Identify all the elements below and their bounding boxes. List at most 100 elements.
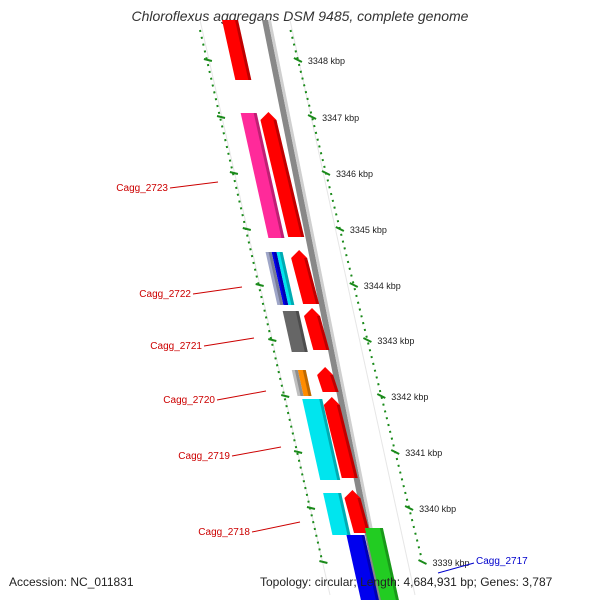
gene-label: Cagg_2722 (139, 289, 191, 300)
cat-cyan-2718-shade (338, 493, 351, 535)
topology-value: circular; (314, 575, 357, 589)
cat-gray-2721-shade (295, 311, 308, 352)
cds-arrow-2720-shade (330, 375, 339, 392)
tick-mark-left (216, 115, 226, 119)
tick-mark (418, 559, 427, 565)
topology-info: Topology: circular; Length: 4,684,931 bp… (260, 575, 552, 589)
gene-leader-line (231, 446, 282, 457)
tick-mark (376, 393, 386, 399)
tick-label: 3342 kbp (391, 392, 428, 402)
backbone (262, 20, 387, 600)
cds-arrow-2719-shade (336, 405, 358, 478)
cat-blue-2722-shade (273, 252, 289, 305)
tick-mark-left (255, 283, 264, 287)
length-value: 4,684,931 bp; (403, 575, 477, 589)
tick-label: 3345 kbp (350, 225, 387, 235)
tick-mark (390, 449, 400, 455)
gene-label: Cagg_2719 (178, 451, 230, 462)
cat-tan-2720-shade (294, 370, 304, 396)
tick-mark-left (229, 171, 239, 175)
ring-outlines (199, 19, 416, 596)
tick-label: 3340 kbp (419, 504, 456, 514)
topology-label: Topology: (260, 575, 312, 589)
cds-arrow-2720 (317, 367, 339, 392)
genes-label: Genes: (480, 575, 519, 589)
cat-cyan-2719 (302, 399, 341, 480)
accession-info: Accession: NC_011831 (9, 575, 134, 589)
accession-label: Accession: (9, 575, 68, 589)
tick-mark-left (293, 450, 303, 454)
cat-green-2717 (364, 528, 399, 600)
tick-mark (321, 170, 331, 176)
tick-label: 3339 kbp (432, 558, 469, 568)
backbone-bar (262, 20, 384, 600)
map-title: Chloroflexus aggregans DSM 9485, complet… (131, 8, 469, 24)
cds-arrow-2718-shade (357, 498, 370, 533)
gene-leader-line (216, 390, 267, 401)
tick-mark (362, 337, 372, 343)
cds-arrow-2723-shade (273, 120, 305, 237)
tick-mark (307, 114, 317, 120)
tick-mark-left (319, 560, 328, 564)
gene-leader-line (251, 521, 301, 533)
gene-labels: Cagg_2723 Cagg_2722 Cagg_2721 Cagg_2720 Cagg… (116, 181, 528, 574)
cat-gray-2721 (282, 311, 308, 352)
right-dotted-guide (289, 29, 423, 561)
cat-cyan-2722 (276, 252, 295, 305)
cat-magenta-2723-shade (253, 113, 285, 238)
tick-mark-left (280, 394, 290, 398)
tick-label: 3343 kbp (377, 336, 414, 346)
tick-dots (199, 29, 423, 561)
cat-blue-2717-shade (361, 535, 379, 600)
cat-cyan-2719-shade (319, 399, 341, 480)
tick-label: 3347 kbp (322, 113, 359, 123)
cds-arrow-2722-shade (304, 258, 320, 304)
cds-top-shade (235, 20, 252, 80)
cat-gray-2722-shade (268, 252, 284, 305)
gene-leader-line (437, 562, 475, 574)
tick-label: 3348 kbp (308, 56, 345, 66)
gene-leader-line (203, 337, 255, 347)
cat-orange-2720 (297, 370, 312, 396)
cds-arrow-2719 (323, 397, 358, 478)
tick-mark-left (242, 227, 252, 231)
genes-value: 3,787 (522, 575, 553, 589)
cat-tan-2720 (291, 370, 304, 396)
tick-mark (349, 282, 359, 288)
gene-label: Cagg_2723 (116, 183, 168, 194)
tick-mark-left (203, 58, 213, 62)
tick-label: 3341 kbp (405, 448, 442, 458)
cds-arrow-2721 (304, 308, 330, 350)
length-label: Length: (360, 575, 401, 589)
cat-gray-2722 (265, 252, 284, 305)
cat-green-2717-shade (379, 528, 399, 600)
cat-cyan-2722-shade (279, 252, 295, 305)
cds-arrow-2721-shade (317, 316, 330, 350)
accession-value: NC_011831 (70, 575, 134, 589)
cat-orange-2720-shade (302, 370, 312, 396)
cds-arrow-2723 (260, 112, 305, 237)
cds-arrow-2718 (344, 490, 370, 533)
tick-mark (404, 505, 414, 511)
gene-label: Cagg_2717 (476, 556, 528, 567)
tick-mark (293, 57, 303, 63)
cat-blue-2717 (346, 535, 379, 600)
cat-cyan-2718 (323, 493, 351, 535)
cds-top (222, 20, 252, 80)
tick-labels: 3348 kbp 3347 kbp 3346 kbp 3345 kbp 3344 kbp… (203, 56, 470, 568)
feature-track (222, 20, 399, 600)
gene-label: Cagg_2718 (198, 527, 250, 538)
cat-magenta-2723 (240, 113, 285, 238)
gene-leader-line (192, 286, 243, 295)
cat-blue-2722 (271, 252, 289, 305)
gene-label: Cagg_2721 (150, 341, 202, 352)
tick-label: 3344 kbp (364, 281, 401, 291)
ring-outline-left (199, 19, 331, 596)
gene-label: Cagg_2720 (163, 395, 215, 406)
backbone-highlight (268, 20, 387, 600)
cds-arrow-2722 (291, 250, 320, 304)
tick-mark-left (306, 506, 316, 510)
tick-mark-left (268, 338, 277, 342)
